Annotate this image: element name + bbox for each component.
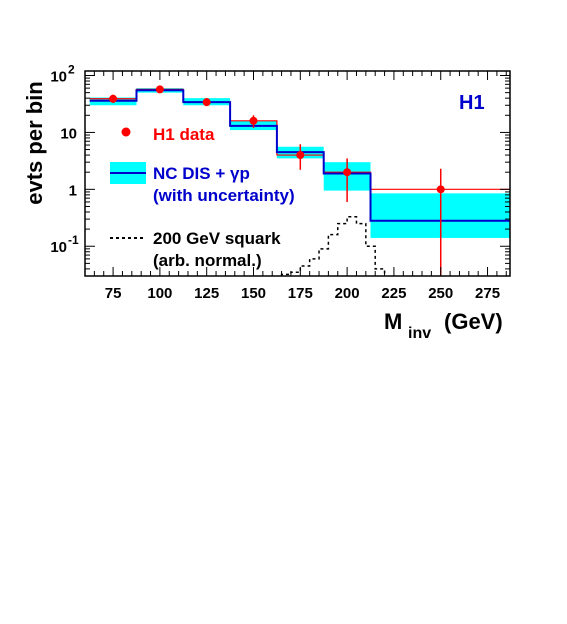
x-tick-label: 75	[105, 285, 122, 302]
data-point	[109, 94, 118, 103]
x-tick-label: 275	[475, 285, 500, 302]
data-point	[249, 116, 258, 125]
legend-prediction-label-line2: (with uncertainty)	[153, 186, 295, 205]
x-tick-label: 125	[194, 285, 219, 302]
y-tick-label: 10	[60, 125, 77, 142]
data-points-layer	[109, 85, 445, 276]
legend-data-marker	[121, 127, 131, 137]
legend-item-data: H1 data	[121, 125, 215, 144]
x-axis-label: M inv (GeV)	[384, 309, 503, 342]
x-axis-label-main: M	[384, 309, 402, 334]
plot-frame	[84, 70, 511, 277]
data-point	[155, 85, 164, 94]
data-point	[296, 151, 305, 160]
squark-histogram-line	[280, 215, 386, 276]
data-point	[436, 185, 445, 194]
data-point	[343, 168, 352, 177]
y-tick-label: 10	[50, 239, 67, 256]
legend-prediction-label-line1: NC DIS + γp	[153, 164, 250, 183]
y-tick-label: 1	[69, 182, 77, 199]
squark-histogram-layer	[280, 215, 386, 276]
legend-item-squark: 200 GeV squark (arb. normal.)	[110, 229, 281, 270]
x-tick-label: 100	[147, 285, 172, 302]
x-tick-label: 150	[241, 285, 266, 302]
experiment-label: H1	[459, 92, 485, 114]
legend-squark-label-line1: 200 GeV squark	[153, 229, 281, 248]
y-tick-label-exponent: 2	[68, 63, 75, 77]
legend-item-prediction: NC DIS + γp (with uncertainty)	[110, 162, 295, 205]
legend-squark-label-line2: (arb. normal.)	[153, 251, 262, 270]
legend: H1 data NC DIS + γp (with uncertainty) 2…	[110, 125, 295, 270]
x-axis-label-unit: (GeV)	[444, 309, 503, 334]
x-axis-label-subscript: inv	[408, 325, 431, 342]
legend-data-label: H1 data	[153, 125, 215, 144]
data-point	[202, 98, 211, 107]
x-tick-label: 225	[381, 285, 406, 302]
x-tick-label: 200	[335, 285, 360, 302]
y-axis-label: evts per bin	[22, 81, 47, 204]
y-tick-label: 10	[50, 69, 67, 86]
y-tick-label-exponent: -1	[68, 233, 79, 247]
x-tick-label: 175	[288, 285, 313, 302]
x-tick-label: 250	[428, 285, 453, 302]
